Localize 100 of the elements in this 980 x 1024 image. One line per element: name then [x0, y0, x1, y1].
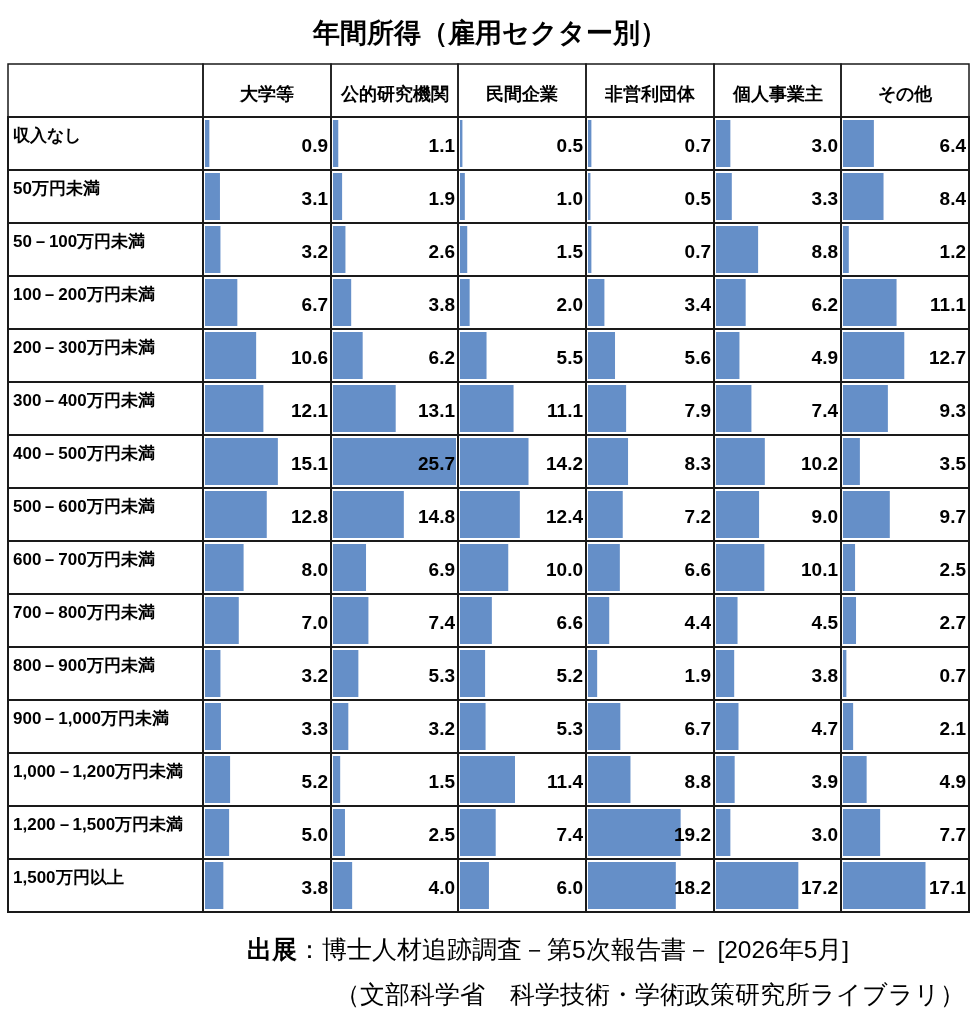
data-label: 9.7 [939, 506, 966, 527]
data-label: 4.9 [811, 347, 838, 368]
data-label: 0.5 [684, 188, 712, 209]
bar [588, 650, 598, 697]
data-label: 2.6 [428, 241, 455, 262]
bar [460, 809, 496, 856]
data-label: 9.0 [811, 506, 838, 527]
data-label: 3.0 [811, 135, 838, 156]
y-tick-label: 200－300万円未満 [13, 338, 155, 357]
bar [205, 703, 221, 750]
bar [460, 279, 470, 326]
data-label: 0.7 [684, 241, 711, 262]
data-label: 7.4 [428, 612, 456, 633]
data-label: 8.0 [301, 559, 328, 580]
data-label: 11.1 [930, 294, 967, 315]
data-label: 7.0 [301, 612, 328, 633]
data-label: 2.1 [939, 718, 967, 739]
bar [333, 385, 396, 432]
bar [333, 597, 369, 644]
data-label: 6.6 [556, 612, 583, 633]
bar [333, 332, 363, 379]
y-tick-label: 500－600万円未満 [13, 497, 155, 516]
data-label: 6.7 [301, 294, 328, 315]
data-label: 6.9 [428, 559, 455, 580]
bar [843, 809, 881, 856]
bar [588, 703, 621, 750]
data-label: 4.4 [684, 612, 712, 633]
data-label: 7.4 [556, 824, 584, 845]
bar [843, 491, 890, 538]
chart-title: 大学等 [239, 84, 294, 104]
bar [333, 650, 359, 697]
data-label: 25.7 [418, 453, 455, 474]
data-label: 5.2 [301, 771, 328, 792]
data-label: 13.1 [418, 400, 456, 421]
bar [843, 756, 867, 803]
bar [716, 650, 735, 697]
data-label: 4.9 [939, 771, 966, 792]
bar [333, 756, 341, 803]
bar [716, 226, 759, 273]
data-label: 3.2 [301, 665, 328, 686]
data-label: 3.0 [811, 824, 838, 845]
bar [333, 544, 367, 591]
bar [843, 120, 874, 167]
data-label: 7.7 [939, 824, 966, 845]
y-tick-label: 300－400万円未満 [13, 391, 155, 410]
bar [205, 438, 278, 485]
bar [716, 279, 746, 326]
bar [460, 703, 486, 750]
data-label: 12.7 [929, 347, 966, 368]
data-label: 17.1 [929, 877, 967, 898]
data-label: 1.9 [428, 188, 455, 209]
bar [205, 491, 267, 538]
y-tick-label: 600－700万円未満 [13, 550, 155, 569]
y-tick-label: 収入なし [13, 126, 81, 145]
data-label: 6.6 [684, 559, 711, 580]
data-label: 2.5 [428, 824, 456, 845]
bar [716, 173, 732, 220]
bar [333, 703, 349, 750]
data-label: 1.5 [428, 771, 456, 792]
data-label: 8.8 [811, 241, 838, 262]
bar [716, 491, 760, 538]
data-label: 0.7 [684, 135, 711, 156]
data-label: 7.9 [684, 400, 711, 421]
text: （文部科学省 科学技術・学術政策研究所ライブラリ） [335, 981, 965, 1008]
data-label: 1.2 [939, 241, 966, 262]
bar [460, 862, 489, 909]
bar [588, 438, 629, 485]
data-label: 3.3 [811, 188, 838, 209]
data-label: 3.8 [301, 877, 328, 898]
data-label: 17.2 [801, 877, 838, 898]
chart-title: 公的研究機関 [339, 84, 449, 104]
data-label: 2.5 [939, 559, 967, 580]
data-label: 0.5 [556, 135, 584, 156]
bar [843, 862, 926, 909]
data-label: 15.1 [291, 453, 329, 474]
y-tick-label: 1,200－1,500万円未満 [13, 815, 184, 834]
bar [716, 597, 738, 644]
bar [843, 385, 888, 432]
data-label: 18.2 [674, 877, 711, 898]
data-label: 10.0 [546, 559, 583, 580]
bar [333, 120, 339, 167]
bar [716, 756, 735, 803]
y-tick-label: 400－500万円未満 [13, 444, 155, 463]
data-label: 5.5 [556, 347, 584, 368]
bar [588, 385, 627, 432]
bar [333, 809, 345, 856]
data-label: 6.0 [556, 877, 583, 898]
y-tick-label: 50万円未満 [13, 179, 100, 198]
bar [843, 703, 854, 750]
data-label: 11.1 [547, 400, 584, 421]
bar [588, 597, 610, 644]
data-label: 6.2 [811, 294, 838, 315]
bar [716, 862, 799, 909]
bar [460, 597, 492, 644]
data-label: 12.8 [291, 506, 328, 527]
bar [460, 438, 529, 485]
bar [460, 491, 520, 538]
data-label: 5.0 [301, 824, 328, 845]
text: 出展：博士人材追跡調査－第5次報告書－ [2026年5月] [247, 936, 850, 963]
data-label: 5.6 [684, 347, 711, 368]
